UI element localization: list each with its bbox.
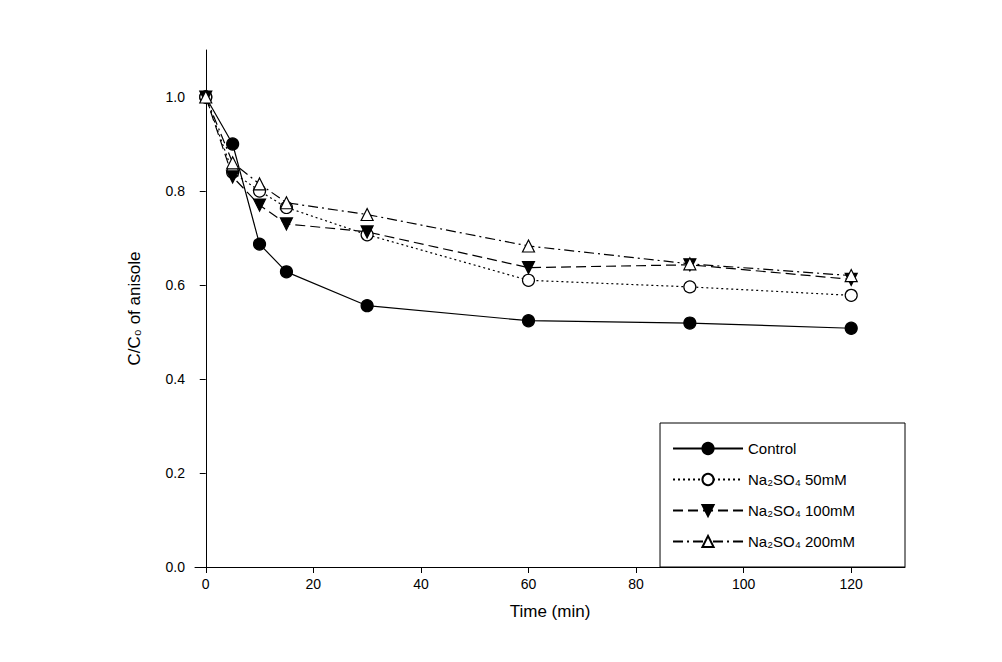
- svg-text:0.8: 0.8: [166, 183, 186, 199]
- svg-text:1.0: 1.0: [166, 89, 186, 105]
- svg-text:80: 80: [628, 576, 644, 592]
- svg-text:40: 40: [413, 576, 429, 592]
- svg-text:20: 20: [306, 576, 322, 592]
- svg-text:0.6: 0.6: [166, 277, 186, 293]
- svg-text:Time (min): Time (min): [510, 602, 591, 621]
- svg-text:0.4: 0.4: [166, 371, 186, 387]
- svg-text:100: 100: [732, 576, 756, 592]
- svg-text:0: 0: [202, 576, 210, 592]
- svg-text:60: 60: [521, 576, 537, 592]
- svg-text:Control: Control: [748, 440, 796, 457]
- svg-text:120: 120: [840, 576, 864, 592]
- svg-text:Na₂SO₄ 200mM: Na₂SO₄ 200mM: [748, 533, 855, 550]
- svg-text:0.2: 0.2: [166, 465, 186, 481]
- svg-text:C/C₀ of anisole: C/C₀ of anisole: [125, 252, 144, 366]
- svg-text:Na₂SO₄ 100mM: Na₂SO₄ 100mM: [748, 502, 855, 519]
- svg-text:Na₂SO₄ 50mM: Na₂SO₄ 50mM: [748, 471, 847, 488]
- svg-text:0.0: 0.0: [166, 559, 186, 575]
